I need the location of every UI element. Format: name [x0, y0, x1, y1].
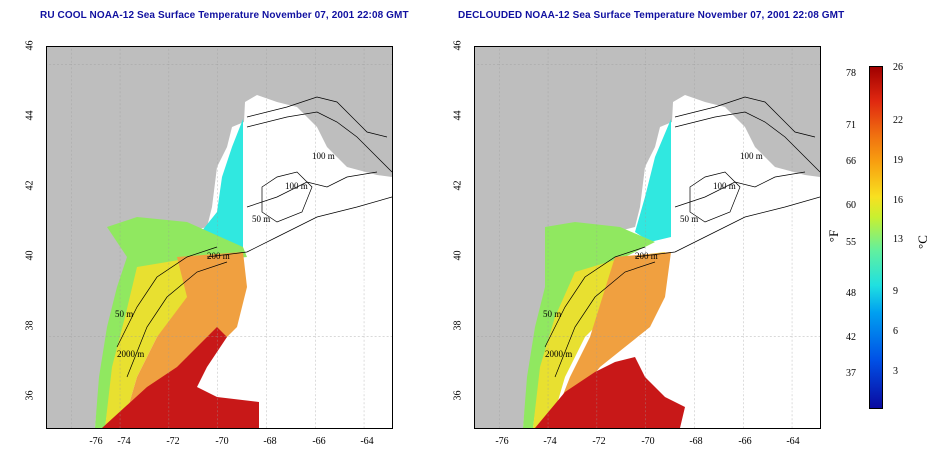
contour-label: 100 m: [285, 181, 308, 191]
colorbar-f-tick: 71: [846, 120, 856, 131]
lat-tick-label: 38: [452, 320, 464, 331]
lon-tick-label: -66: [312, 436, 326, 447]
lon-tick-label: -72: [592, 436, 606, 447]
contour-label: 100 m: [312, 151, 335, 161]
colorbar-f-tick: 66: [846, 156, 856, 167]
lon-tick-label: -68: [689, 436, 703, 447]
lon-tick-label: -70: [215, 436, 229, 447]
fahrenheit-unit-label: °F: [826, 229, 842, 243]
contour-label: 100 m: [740, 151, 763, 161]
celsius-unit-label: °C: [914, 235, 930, 249]
colorbar-c-tick: 9: [893, 286, 898, 297]
colorbar-f-tick: 60: [846, 200, 856, 211]
right-map-title: DECLOUDED NOAA-12 Sea Surface Temperatur…: [458, 10, 845, 21]
lon-tick-label: -72: [166, 436, 180, 447]
colorbar-f-tick: 48: [846, 288, 856, 299]
contour-label: 100 m: [713, 181, 736, 191]
colorbar-f-tick: 37: [846, 368, 856, 379]
lat-tick-label: 46: [452, 40, 464, 51]
contour-label: 2000 m: [117, 349, 144, 359]
left-map-title: RU COOL NOAA-12 Sea Surface Temperature …: [40, 10, 409, 21]
colorbar-c-tick: 6: [893, 326, 898, 337]
lon-tick-label: -76: [495, 436, 509, 447]
colorbar-c-tick: 26: [893, 62, 903, 73]
lat-tick-label: 44: [452, 110, 464, 121]
lat-tick-label: 40: [24, 250, 36, 261]
contour-label: 50 m: [115, 309, 133, 319]
lon-tick-label: -68: [263, 436, 277, 447]
colorbar-c-tick: 19: [893, 155, 903, 166]
lat-tick-label: 36: [24, 390, 36, 401]
colorbar-f-tick: 55: [846, 237, 856, 248]
colorbar-c-tick: 16: [893, 195, 903, 206]
lon-tick-label: -74: [117, 436, 131, 447]
colorbar-c-tick: 13: [893, 234, 903, 245]
contour-label: 2000 m: [545, 349, 572, 359]
contour-label: 50 m: [543, 309, 561, 319]
colorbar-c-tick: 3: [893, 366, 898, 377]
lon-tick-label: -66: [738, 436, 752, 447]
contour-label: 200 m: [207, 251, 230, 261]
lat-tick-label: 42: [24, 180, 36, 191]
colorbar-c-tick: 22: [893, 115, 903, 126]
lat-tick-label: 38: [24, 320, 36, 331]
lon-tick-label: -76: [89, 436, 103, 447]
lon-tick-label: -70: [641, 436, 655, 447]
lon-tick-label: -64: [360, 436, 374, 447]
lon-tick-label: -64: [786, 436, 800, 447]
colorbar-f-tick: 42: [846, 332, 856, 343]
right-sst-map: 100 m 100 m 50 m 200 m 50 m 2000 m: [474, 46, 821, 429]
contour-label: 50 m: [680, 214, 698, 224]
lat-tick-label: 46: [24, 40, 36, 51]
colorbar-f-tick: 78: [846, 68, 856, 79]
contour-label: 200 m: [635, 251, 658, 261]
lat-tick-label: 44: [24, 110, 36, 121]
temperature-colorbar: [869, 66, 883, 409]
lat-tick-label: 36: [452, 390, 464, 401]
lon-tick-label: -74: [543, 436, 557, 447]
left-sst-map: 100 m 100 m 50 m 200 m 50 m 2000 m: [46, 46, 393, 429]
lat-tick-label: 40: [452, 250, 464, 261]
lat-tick-label: 42: [452, 180, 464, 191]
contour-label: 50 m: [252, 214, 270, 224]
